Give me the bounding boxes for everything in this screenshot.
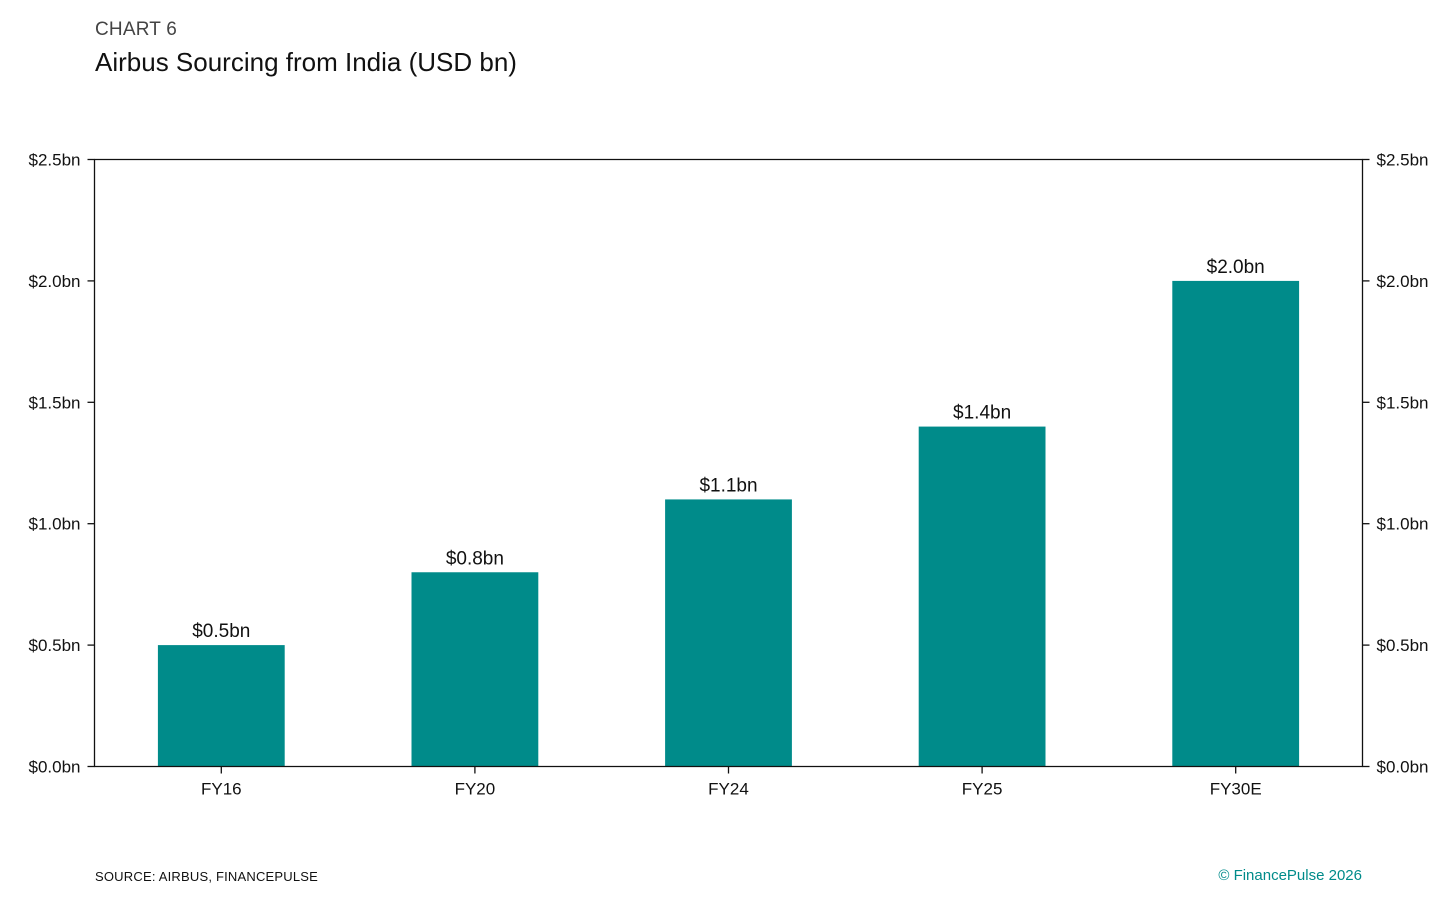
bar-fy30e	[1172, 280, 1300, 767]
x-tick-label: FY30E	[1210, 780, 1262, 799]
data-labels-layer: $0.5bn $0.8bn $1.1bn $1.4bn $2.0bn	[192, 257, 1265, 642]
y-tick-label-right: $2.0bn	[1377, 272, 1429, 291]
chart-title: Airbus Sourcing from India (USD bn)	[95, 47, 517, 77]
x-tick-label: FY20	[455, 780, 496, 799]
data-label: $1.1bn	[699, 475, 757, 496]
chart-eyebrow: CHART 6	[95, 19, 178, 40]
y-tick-label-left: $1.5bn	[29, 393, 81, 412]
bar-fy20	[411, 572, 539, 767]
y-ticks-layer: $0.0bn $0.0bn $0.5bn $0.5bn $1.0bn $1.0bn $1.5…	[29, 151, 1429, 777]
x-tick-label: FY24	[708, 780, 749, 799]
data-label: $0.8bn	[446, 548, 504, 569]
bars-layer	[157, 280, 1300, 767]
y-tick-label-right: $1.0bn	[1377, 515, 1429, 534]
y-tick-label-right: $0.5bn	[1377, 636, 1429, 655]
y-tick-label-right: $1.5bn	[1377, 393, 1429, 412]
x-ticks-layer: FY16 FY20 FY24 FY25 FY30E	[201, 766, 1262, 799]
bar-fy25	[918, 426, 1046, 767]
source-note: SOURCE: AIRBUS, FINANCEPULSE	[95, 869, 319, 884]
y-tick-label-left: $2.5bn	[29, 151, 81, 170]
copyright-note: © FinancePulse 2026	[1218, 867, 1362, 884]
bar-fy24	[665, 499, 792, 767]
y-tick-label-right: $0.0bn	[1377, 758, 1429, 777]
y-tick-label-right: $2.5bn	[1377, 151, 1429, 170]
y-tick-label-left: $2.0bn	[29, 272, 81, 291]
data-label: $0.5bn	[192, 621, 250, 642]
y-tick-label-left: $0.0bn	[29, 758, 81, 777]
bar-fy16	[157, 645, 285, 767]
data-label: $2.0bn	[1207, 257, 1265, 278]
y-tick-label-left: $1.0bn	[29, 515, 81, 534]
data-label: $1.4bn	[953, 403, 1011, 424]
x-tick-label: FY16	[201, 780, 242, 799]
x-tick-label: FY25	[962, 780, 1003, 799]
y-tick-label-left: $0.5bn	[29, 636, 81, 655]
